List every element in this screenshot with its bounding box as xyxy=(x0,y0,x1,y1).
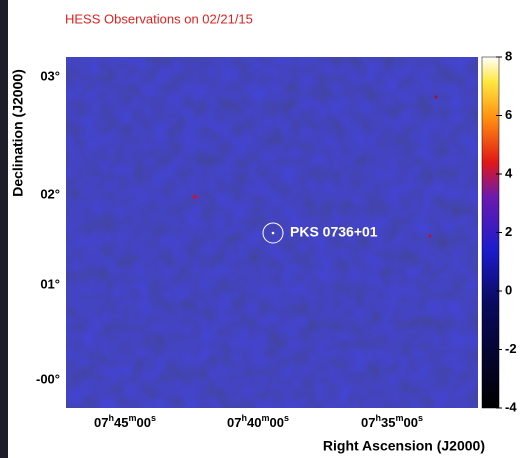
y-tick-label: 02° xyxy=(40,186,60,201)
tick-number: 40 xyxy=(247,415,261,430)
tick-number: 35 xyxy=(381,415,395,430)
colorbar-tick-label: 0 xyxy=(505,282,512,297)
unit-superscript: m xyxy=(128,413,136,423)
colorbar-tick-label: -4 xyxy=(505,399,517,414)
unit-superscript: h xyxy=(242,413,248,423)
tick-number: 00 xyxy=(403,415,417,430)
hot-spot xyxy=(434,95,438,99)
y-axis-label: Declination (J2000) xyxy=(10,69,26,197)
colorbar-tick-label: -2 xyxy=(505,341,517,356)
unit-superscript: s xyxy=(418,413,423,423)
colorbar-tick-label: 2 xyxy=(505,224,512,239)
unit-superscript: h xyxy=(376,413,382,423)
unit-superscript: h xyxy=(109,413,115,423)
x-tick-label: 07h35m00s xyxy=(361,413,423,430)
y-tick-label: 01° xyxy=(40,276,60,291)
source-dot xyxy=(271,231,275,235)
y-tick-label: -00° xyxy=(36,371,60,386)
tick-number: 07 xyxy=(94,415,108,430)
tick-number: 00 xyxy=(136,415,150,430)
left-strip xyxy=(0,0,8,458)
tick-number: 07 xyxy=(227,415,241,430)
hot-spot xyxy=(428,234,432,238)
source-label: PKS 0736+01 xyxy=(290,224,378,240)
x-tick-label: 07h40m00s xyxy=(227,413,289,430)
unit-superscript: s xyxy=(151,413,156,423)
source-circle xyxy=(262,222,284,244)
y-tick-label: 03° xyxy=(40,68,60,83)
tick-number: 45 xyxy=(114,415,128,430)
colorbar-tick-label: 4 xyxy=(505,165,513,180)
hot-spot xyxy=(193,195,197,199)
x-tick-label: 07h45m00s xyxy=(94,413,156,430)
tick-number: 00 xyxy=(269,415,283,430)
sky-map: PKS 0736+01 xyxy=(66,57,478,408)
unit-superscript: m xyxy=(395,413,403,423)
ticks: 03°02°01°-00°07h45m00s 07h40m00s 07h35m00s… xyxy=(36,48,517,430)
tick-number: 07 xyxy=(361,415,375,430)
colorbar-tick-label: 6 xyxy=(505,107,512,122)
title: HESS Observations on 02/21/15 xyxy=(65,11,253,26)
unit-superscript: s xyxy=(284,413,289,423)
colorbar-tick-label: 8 xyxy=(505,48,512,63)
unit-superscript: m xyxy=(261,413,269,423)
x-axis-label: Right Ascension (J2000) xyxy=(323,438,485,454)
